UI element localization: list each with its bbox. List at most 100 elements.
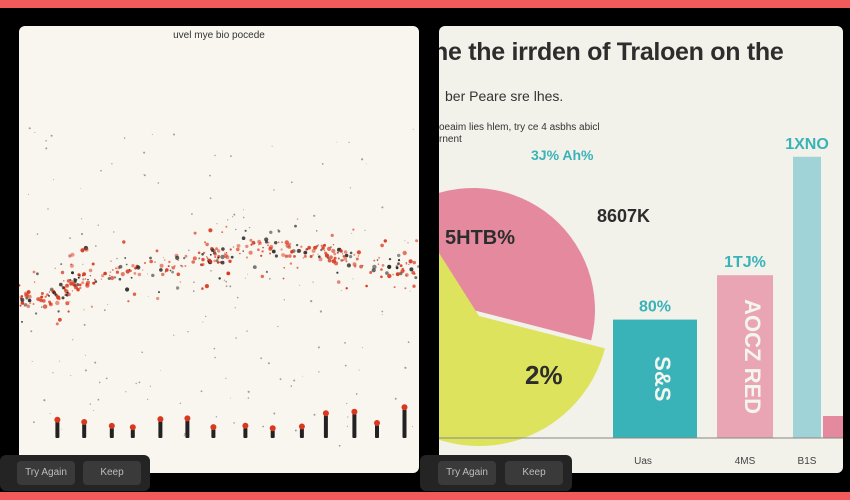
- scatter-dot: [296, 249, 301, 253]
- scatter-dot: [302, 257, 304, 259]
- speck: [47, 208, 49, 210]
- right-action-bar: Try Again Keep: [420, 455, 572, 491]
- scatter-dot: [397, 262, 400, 266]
- scatter-dot: [399, 264, 403, 267]
- scatter-dot: [387, 273, 392, 279]
- speck: [247, 390, 250, 393]
- scatter-dot: [271, 249, 276, 254]
- speck: [317, 346, 320, 349]
- scatter-dot: [201, 253, 204, 256]
- speck: [336, 141, 338, 143]
- scatter-dot: [132, 292, 137, 296]
- speck: [98, 381, 101, 384]
- scatter-dot: [250, 243, 253, 246]
- scatter-dot: [337, 257, 340, 260]
- speck: [125, 391, 127, 393]
- scatter-dot: [404, 287, 407, 290]
- speck: [52, 372, 54, 374]
- spike-cap: [401, 404, 408, 411]
- speck: [301, 375, 303, 377]
- speck: [313, 214, 316, 217]
- speck: [235, 228, 237, 231]
- scatter-dot: [168, 260, 171, 264]
- scatter-dot: [63, 280, 65, 282]
- scatter-dot: [245, 256, 249, 259]
- scatter-dot: [64, 294, 66, 296]
- speck: [349, 187, 351, 189]
- scatter-dot: [244, 229, 247, 232]
- speck: [277, 229, 280, 231]
- scatter-dot: [369, 271, 373, 274]
- scatter-dot: [137, 272, 142, 277]
- scatter-dot: [58, 297, 61, 301]
- speck: [340, 290, 342, 292]
- scatter-dot: [79, 275, 81, 278]
- scatter-dot: [205, 256, 208, 258]
- speck: [216, 223, 218, 225]
- scatter-dot: [331, 259, 333, 262]
- speck: [227, 219, 229, 221]
- speck: [412, 128, 414, 130]
- scatter-dot: [122, 240, 126, 244]
- scatter-dot: [339, 249, 343, 253]
- scatter-dot: [282, 277, 285, 280]
- scatter-dot: [387, 264, 392, 269]
- scatter-dot: [214, 256, 217, 258]
- scatter-dot: [20, 295, 24, 298]
- try-again-button-right[interactable]: Try Again: [438, 461, 496, 485]
- speck: [247, 273, 249, 275]
- speck: [147, 398, 149, 400]
- scatter-dot: [408, 259, 413, 264]
- scatter-dot: [269, 252, 272, 255]
- scatter-dot: [103, 271, 107, 276]
- speck: [82, 278, 85, 281]
- speck: [225, 377, 227, 379]
- spike-cap: [351, 408, 358, 415]
- generated-image-left[interactable]: uvel mye bio pocede: [19, 26, 419, 473]
- scatter-dot: [131, 264, 135, 268]
- scatter-dot: [94, 280, 98, 283]
- scatter-dot: [216, 249, 221, 253]
- scatter-dot: [55, 300, 60, 306]
- scatter-dot: [125, 269, 130, 274]
- try-again-button-left[interactable]: Try Again: [17, 461, 75, 485]
- speck: [111, 163, 113, 165]
- speck: [53, 179, 54, 181]
- generated-image-right[interactable]: he the irrden of Traloen on the ber Pear…: [439, 26, 843, 473]
- scatter-dot: [192, 256, 197, 261]
- scatter-dot: [32, 303, 35, 305]
- scatter-dot: [179, 281, 181, 283]
- speck: [97, 398, 100, 401]
- scatter-dot: [25, 293, 29, 298]
- scatter-dot: [321, 246, 325, 250]
- scatter-dot: [213, 252, 217, 256]
- scatter-dot: [164, 259, 166, 261]
- spike-cap: [81, 419, 88, 425]
- scatter-dot: [223, 279, 225, 281]
- scatter-dot: [332, 244, 335, 246]
- scatter-dot: [303, 254, 307, 258]
- scatter-dot: [57, 310, 60, 313]
- scatter-dot: [225, 255, 230, 260]
- scatter-dot: [283, 267, 286, 269]
- pie-outside-label: 3J% Ah%: [531, 147, 594, 163]
- speck: [312, 281, 314, 283]
- keep-button-right[interactable]: Keep: [505, 461, 563, 485]
- keep-button-left[interactable]: Keep: [83, 461, 141, 485]
- speck: [31, 361, 33, 362]
- scatter-dot: [371, 268, 376, 273]
- top-frame-bar: [0, 0, 850, 8]
- pie-slice: [439, 252, 605, 446]
- scatter-dot: [392, 273, 394, 276]
- scatter-dot: [175, 286, 180, 290]
- speck: [94, 245, 97, 247]
- bar-category-label: B1S: [798, 456, 817, 467]
- speck: [225, 280, 228, 283]
- scatter-dot: [40, 292, 44, 295]
- speck: [184, 433, 186, 435]
- scatter-dot: [343, 257, 348, 261]
- speck: [191, 213, 193, 215]
- scatter-dot: [346, 263, 351, 268]
- scatter-dot: [307, 245, 312, 250]
- scatter-dot: [333, 256, 337, 260]
